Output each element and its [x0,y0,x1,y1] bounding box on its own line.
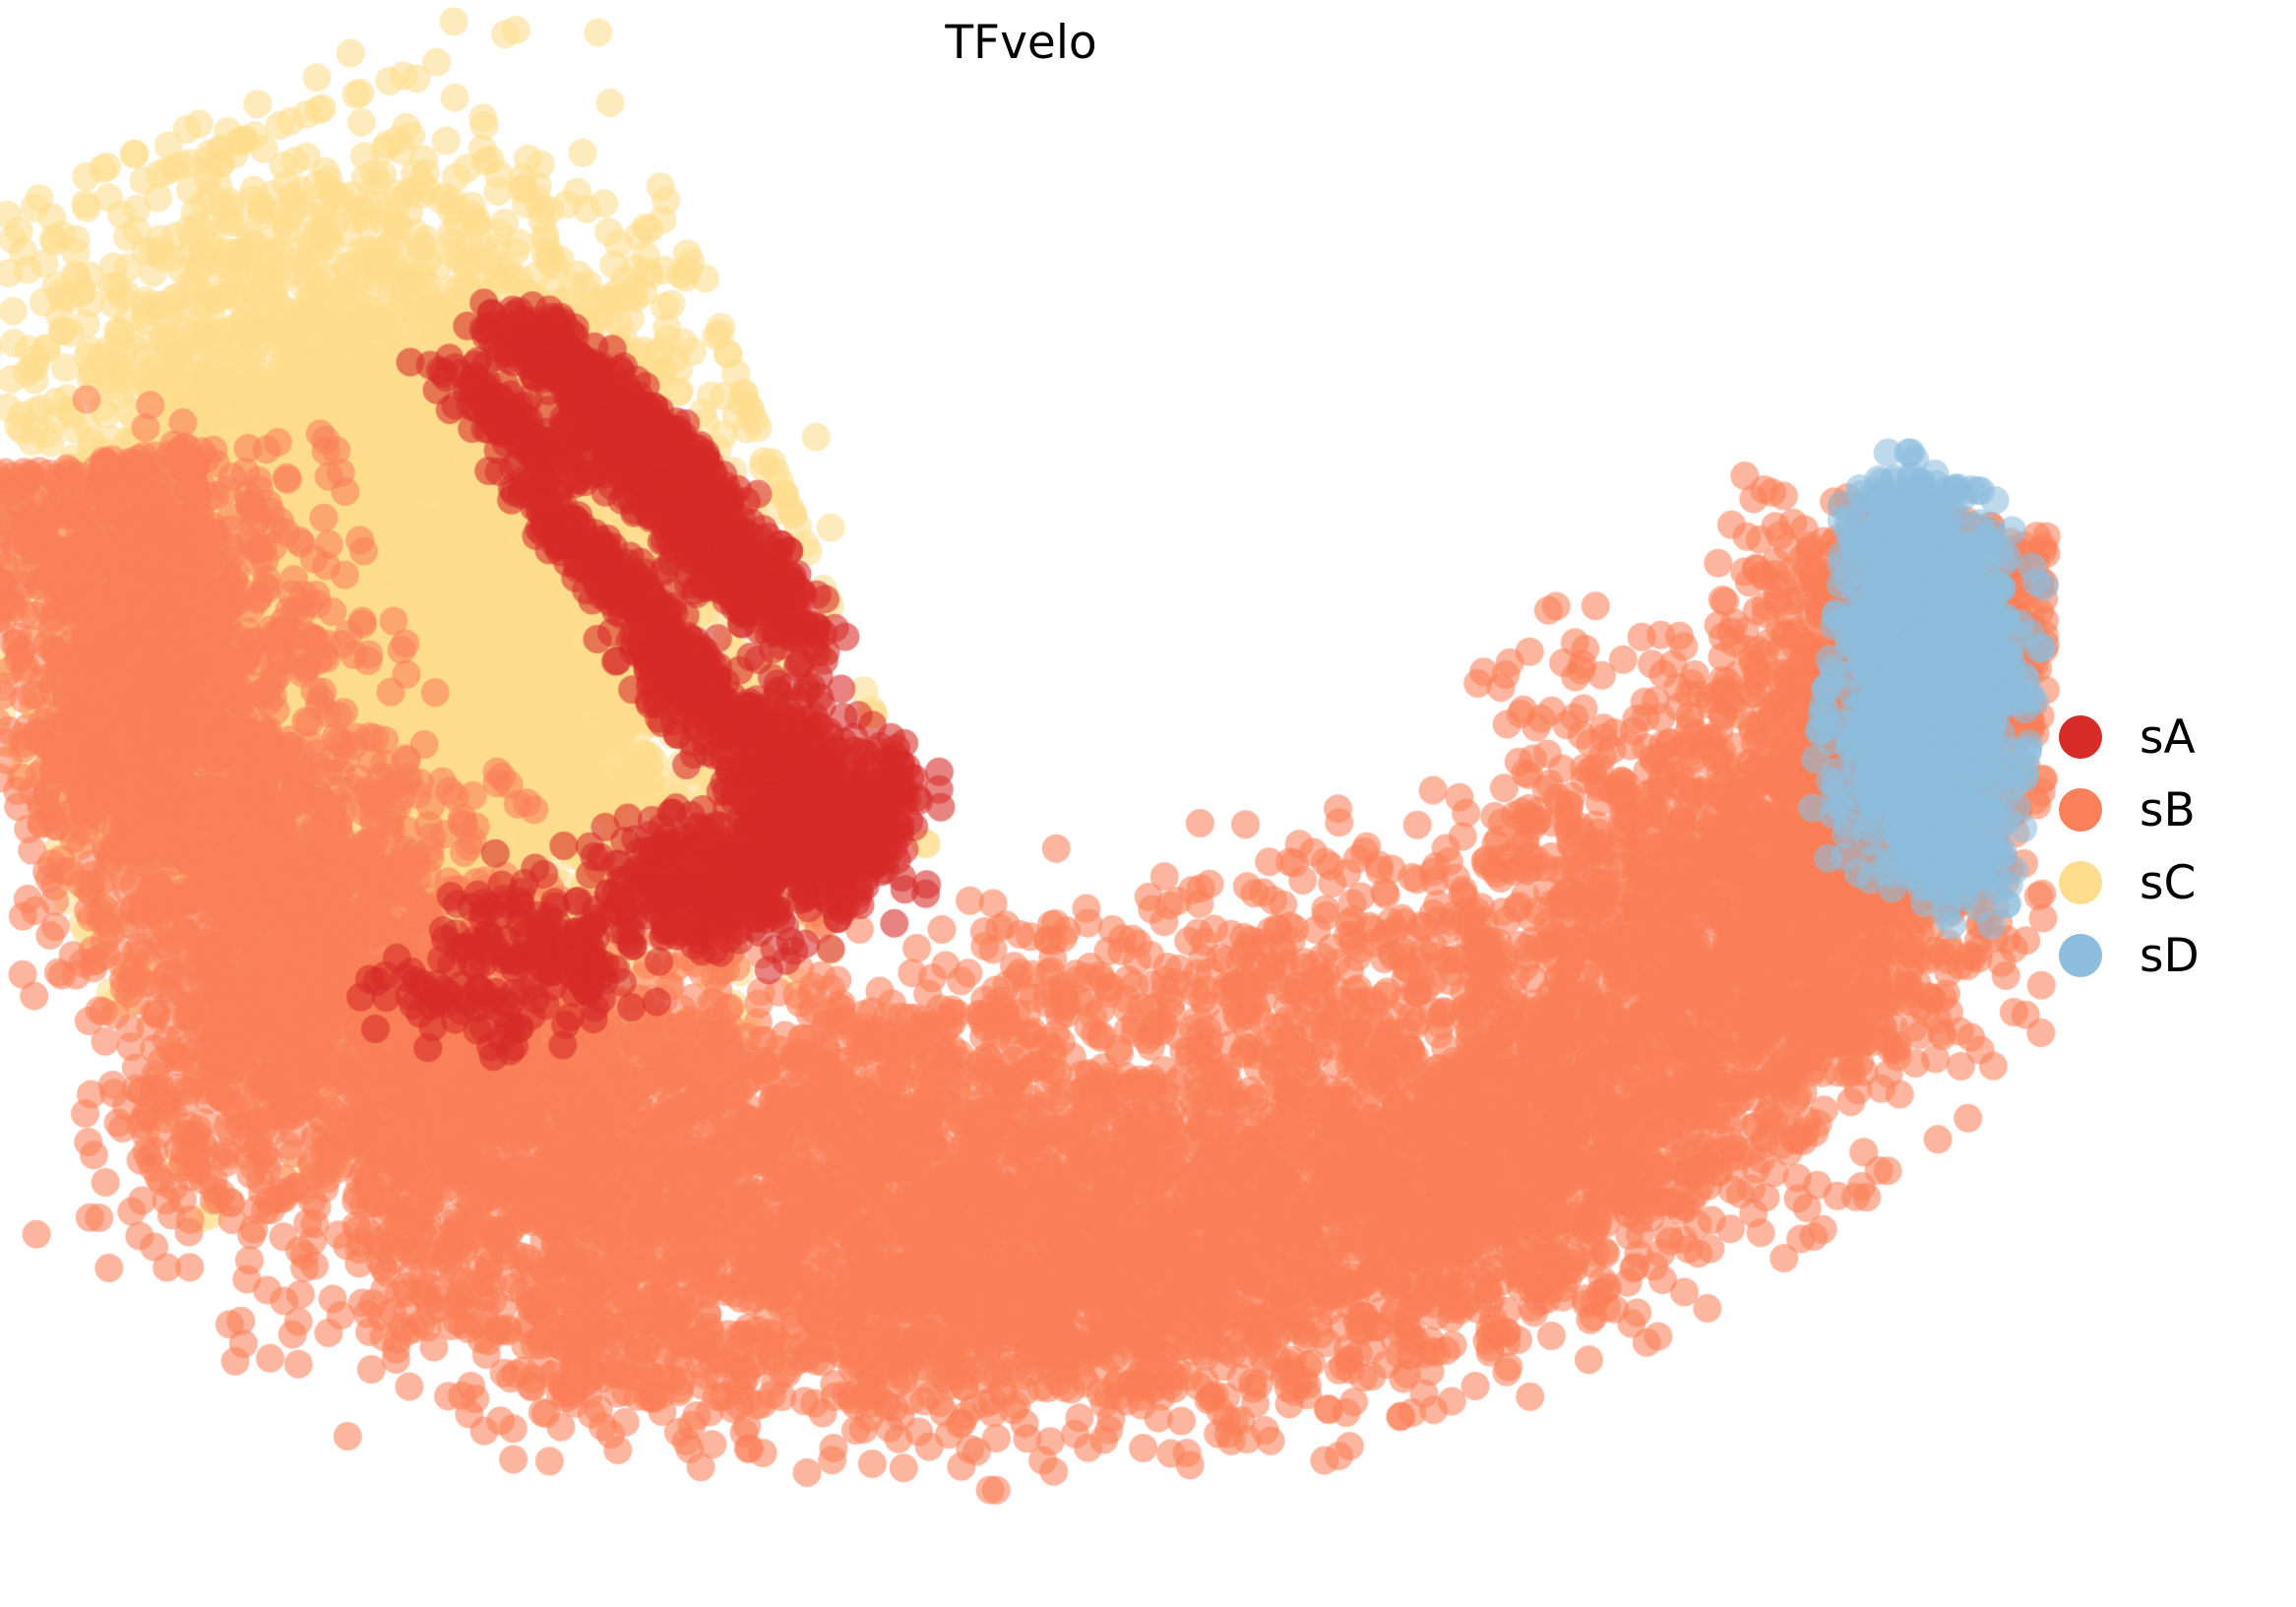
legend-label-sC: sC [2140,855,2197,910]
legend-item-sD[interactable]: sD [2059,919,2295,992]
legend-item-sA[interactable]: sA [2059,701,2295,773]
legend-label-sD: sD [2140,928,2200,983]
legend-swatch-icon-sA [2059,715,2102,759]
legend-swatch-icon-sC [2059,861,2102,904]
legend: sA sB sC sD [2059,701,2295,992]
legend-item-sB[interactable]: sB [2059,773,2295,846]
legend-swatch-icon-sB [2059,788,2102,832]
legend-swatch-icon-sD [2059,934,2102,977]
legend-label-sB: sB [2140,782,2196,837]
page-title: TFvelo [945,16,1097,70]
legend-label-sA: sA [2140,710,2196,765]
legend-item-sC[interactable]: sC [2059,846,2295,919]
